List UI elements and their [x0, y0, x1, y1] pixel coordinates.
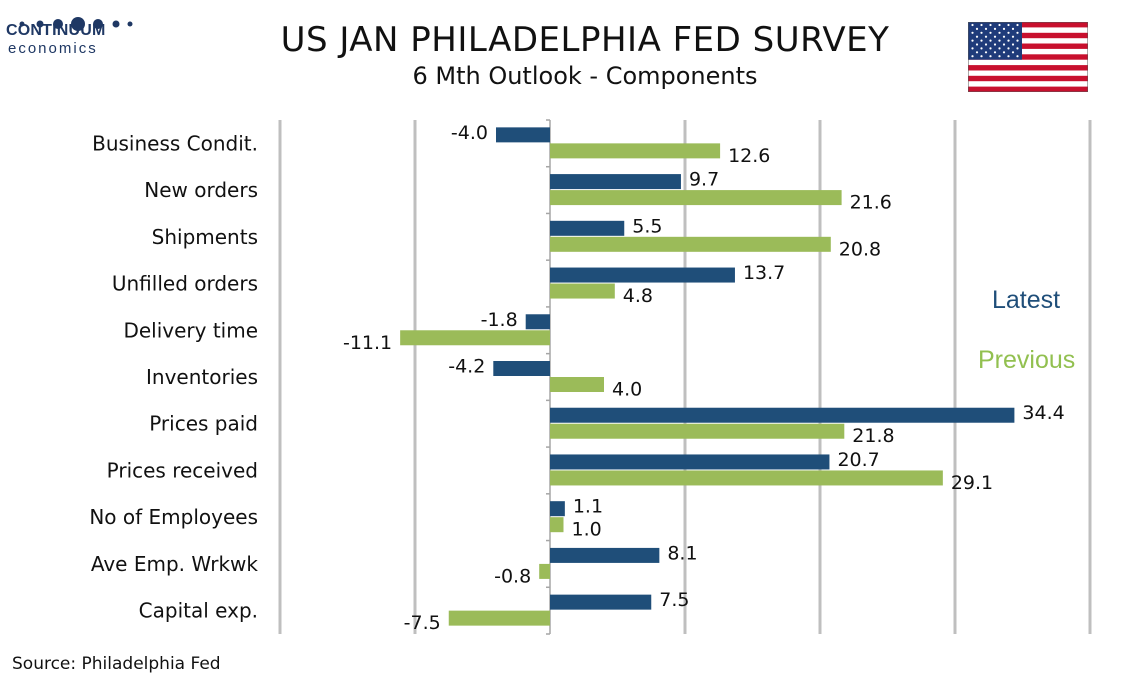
value-label-previous: -7.5: [404, 612, 441, 634]
bar-latest: [550, 594, 652, 610]
bar-previous: [448, 610, 550, 626]
value-labels: -4.0 12.6 9.7 21.6 5.5 20.8 13.7 4.8 -1.8 -11.1 -4…: [343, 122, 1065, 634]
category-label: Delivery time: [123, 318, 258, 342]
bar-latest: [496, 127, 550, 143]
value-label-previous: 12.6: [728, 145, 770, 167]
value-label-previous: -11.1: [343, 332, 392, 354]
category-label: Inventories: [146, 365, 258, 389]
bar-latest: [493, 361, 550, 376]
logo-wordmark-line1: CONTINUUM: [6, 22, 106, 39]
value-label-previous: -0.8: [494, 565, 531, 587]
category-label: Capital exp.: [139, 599, 258, 623]
value-label-previous: 4.8: [623, 285, 653, 307]
source-note: Source: Philadelphia Fed: [12, 654, 221, 674]
value-label-latest: 9.7: [689, 169, 719, 191]
logo-wordmark-line2: economics: [8, 40, 98, 57]
category-label: Shipments: [152, 225, 258, 249]
category-label: Prices received: [107, 458, 258, 482]
category-label: New orders: [144, 178, 258, 202]
category-label: Ave Emp. Wrkwk: [91, 552, 259, 576]
category-label: Unfilled orders: [112, 272, 258, 296]
value-label-latest: 8.1: [667, 542, 697, 564]
value-label-latest: -4.2: [448, 356, 485, 378]
bar-previous: [550, 236, 831, 252]
bar-previous: [550, 190, 842, 206]
bar-latest: [550, 220, 625, 236]
bar-latest: [550, 407, 1015, 423]
logo-dots: [19, 17, 133, 31]
value-label-previous: 20.8: [839, 238, 881, 260]
us-flag-icon: [968, 22, 1088, 92]
value-label-latest: 7.5: [659, 589, 689, 611]
bar-previous: [550, 377, 604, 392]
category-labels: Business Condit. New orders Shipments Unfil…: [89, 131, 258, 622]
bar-latest: [525, 314, 550, 330]
bar-previous: [550, 283, 615, 299]
category-label: Business Condit.: [92, 131, 258, 155]
value-label-latest: 34.4: [1022, 402, 1064, 424]
bar-previous: [550, 470, 943, 486]
bar-previous: [550, 143, 721, 159]
continuum-economics-logo: [19, 17, 133, 31]
bar-previous: [550, 517, 564, 533]
bar-latest: [550, 501, 565, 517]
value-label-latest: 20.7: [837, 449, 879, 471]
value-label-latest: 13.7: [743, 262, 785, 284]
value-label-previous: 4.0: [612, 379, 642, 401]
bar-latest: [550, 267, 735, 283]
value-label-latest: 5.5: [632, 215, 662, 237]
chart-title: US JAN PHILADELPHIA FED SURVEY: [280, 20, 890, 60]
chart-subtitle: 6 Mth Outlook - Components: [412, 62, 758, 90]
bars: [400, 127, 1015, 626]
bar-latest: [550, 174, 681, 190]
value-label-latest: -4.0: [451, 122, 488, 144]
legend-latest: Latest: [992, 286, 1061, 314]
value-label-previous: 1.0: [572, 519, 602, 541]
legend-previous: Previous: [978, 346, 1076, 374]
axis-ticks: [546, 119, 550, 635]
category-label: Prices paid: [149, 412, 258, 436]
bar-previous: [539, 563, 550, 579]
category-label: No of Employees: [89, 505, 258, 529]
value-label-latest: 1.1: [573, 496, 603, 518]
bar-latest: [550, 547, 660, 563]
bar-latest: [550, 454, 830, 470]
value-label-previous: 21.8: [852, 425, 894, 447]
value-label-previous: 29.1: [951, 472, 993, 494]
bar-previous: [400, 330, 550, 346]
bar-previous: [550, 423, 845, 439]
value-label-previous: 21.6: [850, 192, 892, 214]
value-label-latest: -1.8: [481, 309, 518, 331]
